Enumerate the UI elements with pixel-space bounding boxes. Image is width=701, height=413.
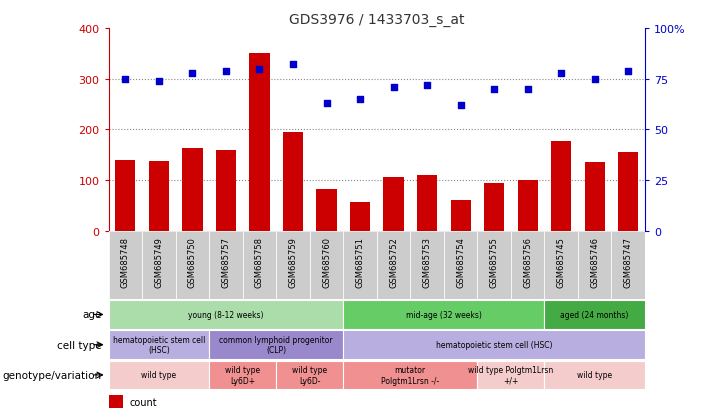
Bar <box>316 189 336 231</box>
Point <box>220 68 231 75</box>
Text: GSM685746: GSM685746 <box>590 237 599 287</box>
Text: GSM685749: GSM685749 <box>154 237 163 287</box>
Text: wild type
Ly6D+: wild type Ly6D+ <box>225 366 260 385</box>
Bar <box>343 330 645 359</box>
Text: hematopoietic stem cell
(HSC): hematopoietic stem cell (HSC) <box>113 335 205 354</box>
Bar <box>209 330 343 359</box>
Text: GSM685748: GSM685748 <box>121 237 130 287</box>
Point <box>388 84 399 91</box>
Text: GSM685747: GSM685747 <box>624 237 633 287</box>
Text: GSM685753: GSM685753 <box>423 237 432 287</box>
Bar <box>116 161 135 231</box>
Text: wild type: wild type <box>142 370 177 380</box>
Text: wild type
Ly6D-: wild type Ly6D- <box>292 366 327 385</box>
Bar <box>444 231 477 299</box>
Bar <box>477 361 545 389</box>
Bar <box>551 141 571 231</box>
Title: GDS3976 / 1433703_s_at: GDS3976 / 1433703_s_at <box>289 12 465 26</box>
Text: GSM685756: GSM685756 <box>523 237 532 287</box>
Bar <box>209 361 276 389</box>
Text: young (8-12 weeks): young (8-12 weeks) <box>188 310 264 319</box>
Bar <box>243 231 276 299</box>
Bar <box>585 163 605 231</box>
Bar <box>545 300 645 329</box>
Point <box>187 70 198 77</box>
Text: cell type: cell type <box>57 340 102 350</box>
Text: count: count <box>130 396 157 406</box>
Text: GSM685758: GSM685758 <box>255 237 264 287</box>
Bar <box>182 149 203 231</box>
Point <box>321 100 332 107</box>
Text: GSM685750: GSM685750 <box>188 237 197 287</box>
Point <box>254 66 265 73</box>
Bar <box>350 202 370 231</box>
Text: age: age <box>82 310 102 320</box>
Point <box>355 97 366 103</box>
Bar <box>545 361 645 389</box>
Text: GSM685745: GSM685745 <box>557 237 566 287</box>
Bar <box>451 201 470 231</box>
Text: GSM685754: GSM685754 <box>456 237 465 287</box>
Point <box>120 76 131 83</box>
Text: mid-age (32 weeks): mid-age (32 weeks) <box>406 310 482 319</box>
Point <box>489 86 500 93</box>
Point <box>622 68 634 75</box>
Bar <box>109 330 209 359</box>
Bar <box>209 231 243 299</box>
Bar <box>283 133 303 231</box>
Text: GSM685760: GSM685760 <box>322 237 331 287</box>
Bar <box>517 181 538 231</box>
Point <box>589 76 600 83</box>
Bar <box>477 231 511 299</box>
Bar <box>310 231 343 299</box>
Text: GSM685759: GSM685759 <box>289 237 297 287</box>
Bar <box>149 162 169 231</box>
Text: GSM685751: GSM685751 <box>355 237 365 287</box>
Text: GSM685757: GSM685757 <box>222 237 231 287</box>
Text: GSM685755: GSM685755 <box>489 237 498 287</box>
Bar <box>484 183 504 231</box>
Point <box>455 102 466 109</box>
Bar <box>343 231 377 299</box>
Text: mutator
Polgtm1Lrsn -/-: mutator Polgtm1Lrsn -/- <box>381 366 440 385</box>
Text: common lymphoid progenitor
(CLP): common lymphoid progenitor (CLP) <box>219 335 333 354</box>
Bar <box>383 177 404 231</box>
Bar <box>216 150 236 231</box>
Text: wild type: wild type <box>577 370 612 380</box>
Bar <box>377 231 410 299</box>
Text: aged (24 months): aged (24 months) <box>561 310 629 319</box>
Point <box>555 70 566 77</box>
Bar <box>343 300 545 329</box>
Bar <box>276 361 343 389</box>
Bar <box>109 395 123 408</box>
Bar <box>343 361 477 389</box>
Bar <box>410 231 444 299</box>
Bar <box>109 361 209 389</box>
Point <box>287 62 299 69</box>
Bar <box>109 231 142 299</box>
Point <box>421 82 433 89</box>
Text: wild type Polgtm1Lrsn
+/+: wild type Polgtm1Lrsn +/+ <box>468 366 554 385</box>
Bar <box>611 231 645 299</box>
Bar <box>250 54 270 231</box>
Bar <box>276 231 310 299</box>
Bar <box>578 231 611 299</box>
Text: hematopoietic stem cell (HSC): hematopoietic stem cell (HSC) <box>436 340 552 349</box>
Text: genotype/variation: genotype/variation <box>3 370 102 380</box>
Point <box>522 86 533 93</box>
Bar <box>417 176 437 231</box>
Bar <box>618 153 638 231</box>
Bar <box>511 231 545 299</box>
Bar <box>142 231 176 299</box>
Bar <box>109 300 343 329</box>
Bar <box>176 231 209 299</box>
Text: GSM685752: GSM685752 <box>389 237 398 287</box>
Bar <box>545 231 578 299</box>
Point <box>154 78 165 85</box>
